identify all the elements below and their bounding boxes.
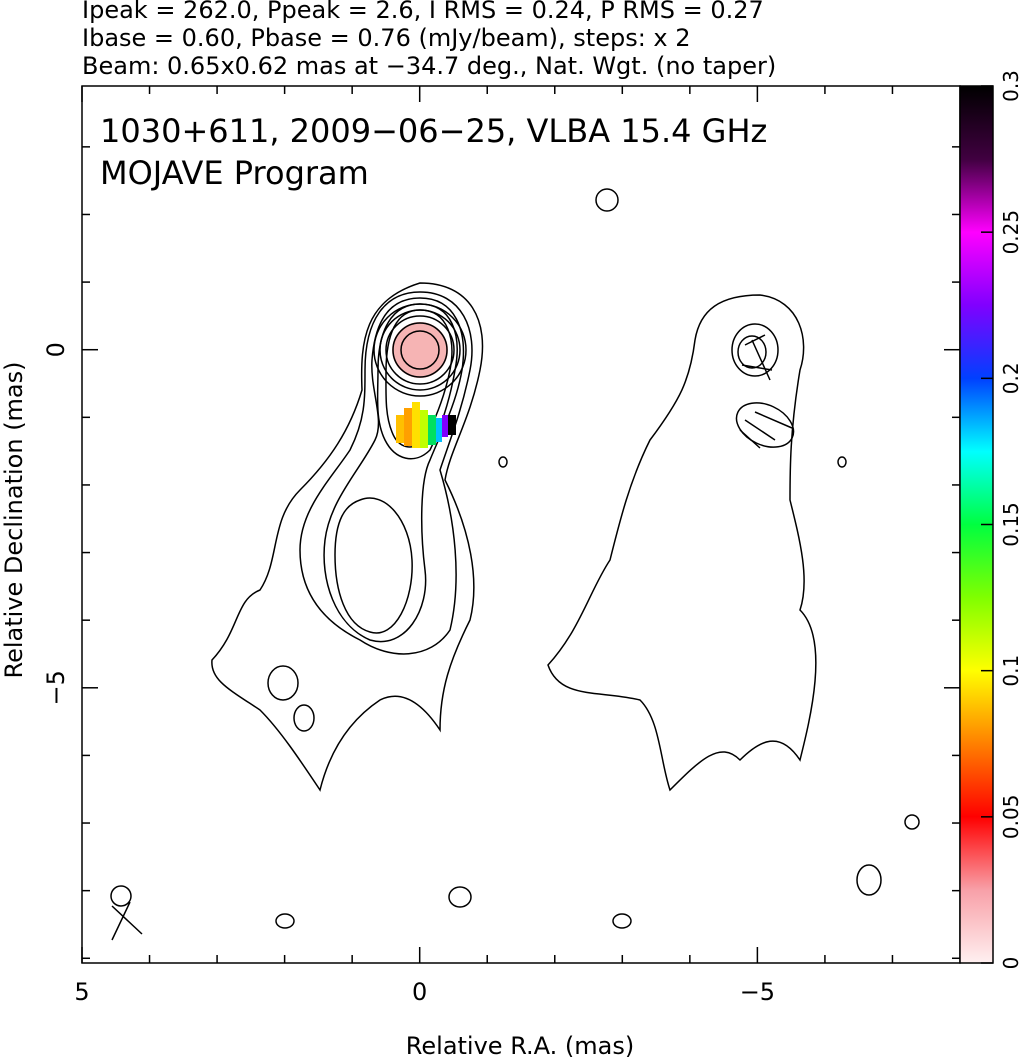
contour <box>498 456 508 468</box>
contour <box>595 188 619 212</box>
annotation: 1030+611, 2009−06−25, VLBA 15.4 GHz <box>100 112 767 150</box>
polarization-ticks <box>739 334 793 449</box>
colorbar-tick-label: 0.15 <box>999 502 1021 547</box>
contour <box>731 323 779 377</box>
contour <box>612 913 632 929</box>
pixel <box>436 418 442 442</box>
colorbar-tick-label: 0.3 <box>999 70 1021 102</box>
contour <box>904 814 920 830</box>
contour <box>334 497 413 634</box>
contour <box>110 885 132 907</box>
contour <box>392 322 448 378</box>
colorbar-tick-label: 0.05 <box>999 795 1021 840</box>
contour <box>735 402 795 448</box>
contour <box>856 864 882 896</box>
y-tick-label: 0 <box>42 342 70 357</box>
y-axis-label: Relative Declination (mas) <box>0 361 28 678</box>
polarized-core <box>392 322 448 378</box>
x-tick-label: 0 <box>412 978 427 1006</box>
pixel <box>404 408 412 446</box>
contour <box>299 291 473 655</box>
x-tick-label: 5 <box>74 978 89 1006</box>
pixel <box>420 410 428 448</box>
plot-frame <box>81 85 961 964</box>
header-line: Ibase = 0.60, Pbase = 0.76 (mJy/beam), s… <box>82 24 691 52</box>
contour <box>737 335 767 369</box>
pixel <box>396 415 404 443</box>
contour <box>373 303 467 397</box>
contour <box>267 665 299 701</box>
x-axis-label: Relative R.A. (mas) <box>406 1032 634 1060</box>
colorbar-tick-label: 0.1 <box>999 655 1021 687</box>
colorbar-tick-label: 0.25 <box>999 210 1021 255</box>
annotation: MOJAVE Program <box>100 154 369 192</box>
header-line: Ipeak = 262.0, Ppeak = 2.6, I RMS = 0.24… <box>82 0 764 24</box>
contour <box>211 282 484 792</box>
contour <box>547 294 817 792</box>
contour <box>385 309 453 448</box>
contour <box>837 456 847 468</box>
contour <box>275 913 295 929</box>
contour <box>400 330 440 370</box>
contour <box>385 315 455 385</box>
beam-shape <box>111 901 143 941</box>
contour <box>448 886 472 908</box>
pixel <box>448 415 456 435</box>
contour <box>376 303 458 460</box>
x-tick-label: −5 <box>740 978 775 1006</box>
contour <box>379 309 461 391</box>
contours <box>110 188 920 941</box>
pixel <box>442 415 448 437</box>
polarization-pixels <box>396 402 456 448</box>
header-line: Beam: 0.65x0.62 mas at −34.7 deg., Nat. … <box>82 52 776 80</box>
pixel <box>412 402 420 448</box>
y-tick-label: −5 <box>42 670 70 705</box>
pixel <box>428 415 436 445</box>
contour <box>293 704 315 732</box>
colorbar-tick-label: 0.2 <box>999 362 1021 394</box>
colorbar-tick-label: 0 <box>999 957 1021 970</box>
contour <box>323 297 465 643</box>
